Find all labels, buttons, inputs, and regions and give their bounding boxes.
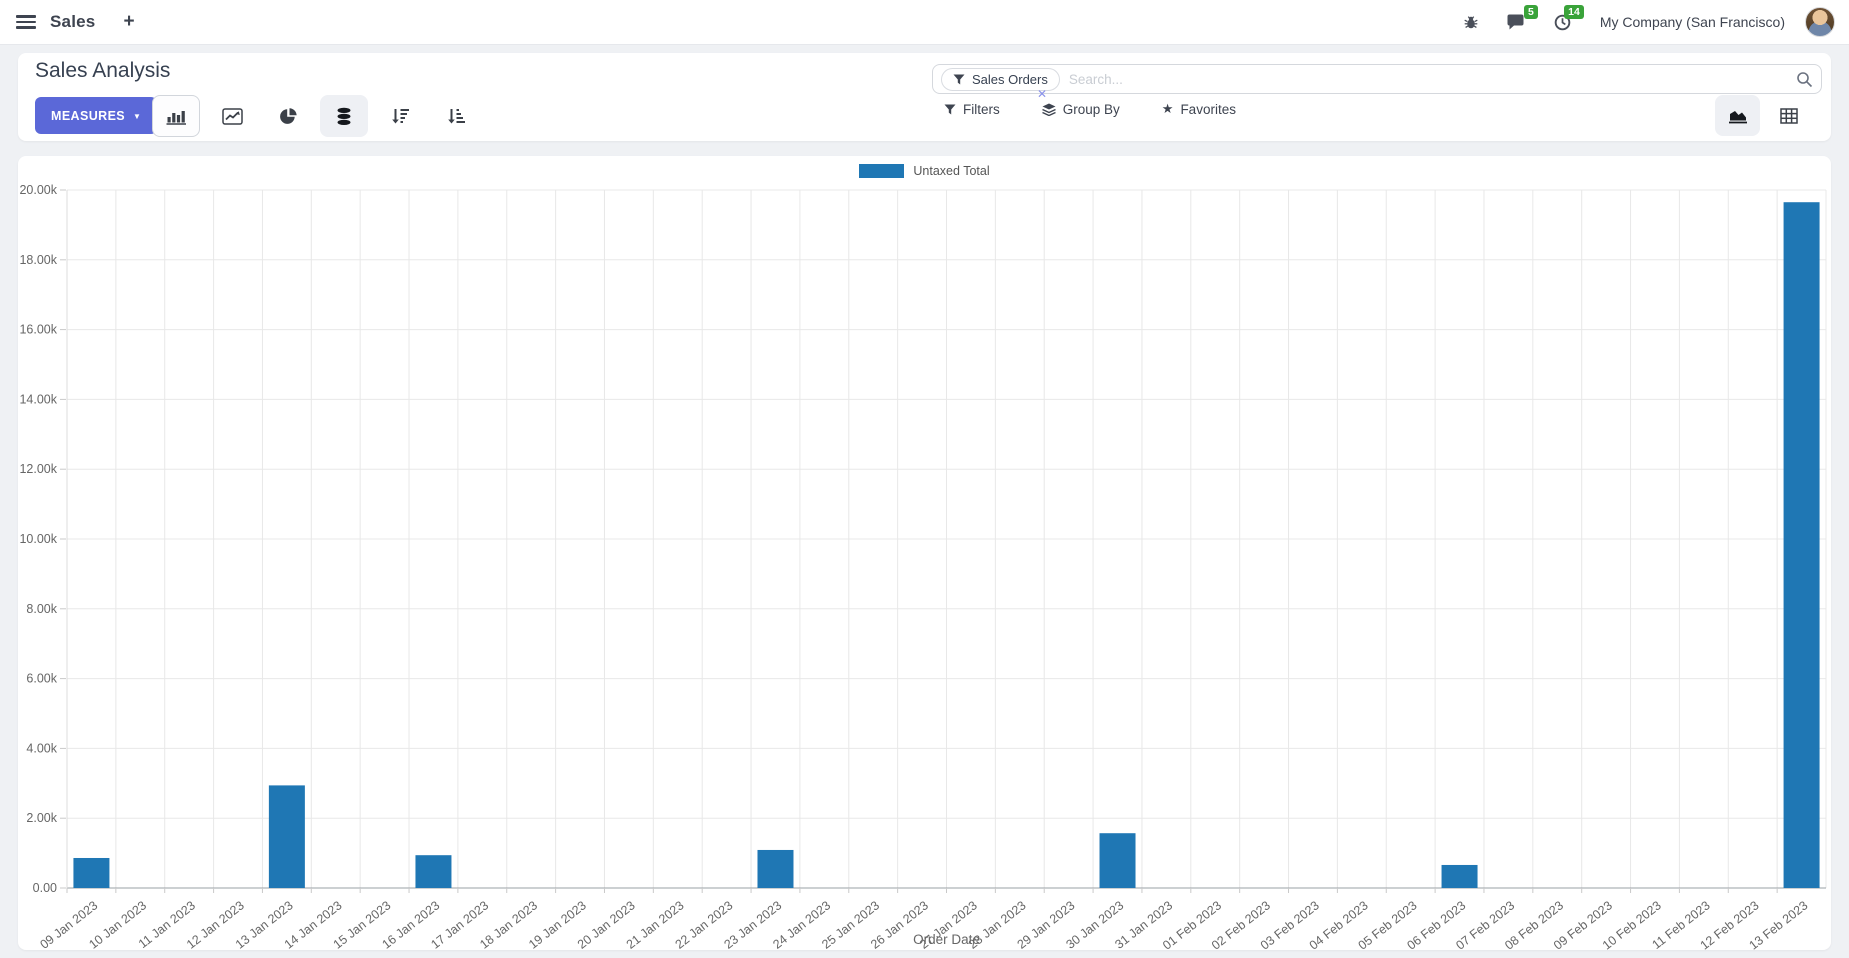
y-tick-label: 20.00k [19,183,57,197]
filter-funnel-icon [944,104,956,114]
y-tick-label: 10.00k [19,532,57,546]
pivot-view-button[interactable] [1766,95,1811,136]
bug-icon [1464,16,1478,29]
y-tick-label: 2.00k [26,811,57,825]
control-panel: Sales Analysis MEASURES ▼ [18,53,1831,141]
bar-13-feb-2023[interactable] [1783,202,1820,889]
measures-label: MEASURES [51,108,126,123]
y-tick-label: 18.00k [19,253,57,267]
line-chart-icon [221,107,243,125]
search-facet-sales-orders[interactable]: Sales Orders [941,67,1060,91]
sort-descending-icon [391,109,409,124]
graph-view: 0.00 2.00k 4.00k 6.00k 8.00k 10.00k 12.00k 14.0… [18,156,1831,950]
y-tick-label: 14.00k [19,392,57,406]
graph-view-button[interactable] [1715,95,1760,136]
sort-descending-button[interactable] [376,95,424,137]
chevron-down-icon: ▼ [133,112,142,121]
y-tick-label: 0.00 [33,881,57,895]
debug-bug-icon[interactable] [1458,9,1484,35]
legend-color-swatch [859,164,905,178]
bar-06-feb-2023[interactable] [1441,864,1478,888]
line-chart-mode-button[interactable] [208,95,256,137]
measures-button[interactable]: MEASURES ▼ [35,97,158,134]
pie-chart-icon [279,107,297,124]
favorites-dropdown-button[interactable]: ★ Favorites [1162,101,1236,117]
top-navbar: Sales + 5 [0,0,1849,45]
activities-systray-button[interactable]: 14 [1550,5,1584,35]
filters-dropdown-button[interactable]: Filters [944,102,1000,117]
activities-count-badge: 14 [1564,5,1584,19]
bar-chart-icon [166,110,186,125]
navbar-left: Sales + [0,11,135,33]
y-tick-label: 6.00k [26,672,57,686]
y-tick-label: 8.00k [26,602,57,616]
sort-ascending-icon [447,109,465,124]
search-submit-button[interactable] [1796,71,1813,88]
y-tick-label: 16.00k [19,323,57,337]
legend-label: Untaxed Total [913,164,990,178]
legend-item-untaxed-total[interactable]: Untaxed Total [18,164,1831,178]
search-input[interactable] [1068,71,1796,87]
filter-funnel-icon [953,74,965,84]
pivot-table-icon [1779,107,1798,124]
star-icon: ★ [1161,101,1174,116]
bar-chart-mode-button[interactable] [152,95,200,137]
pie-chart-mode-button[interactable] [264,95,312,137]
messages-systray-button[interactable]: 5 [1504,5,1538,35]
chart-type-buttons [152,95,480,137]
view-switcher [1715,95,1811,136]
sort-ascending-button[interactable] [432,95,480,137]
stacked-toggle-button[interactable] [320,95,368,137]
y-tick-label: 12.00k [19,462,57,476]
user-avatar[interactable] [1805,7,1835,37]
messages-count-badge: 5 [1523,5,1538,19]
facet-remove-button[interactable]: ✕ [1037,87,1048,101]
database-icon [337,107,351,125]
new-tab-button[interactable]: + [123,11,135,32]
favorites-label: Favorites [1180,101,1236,117]
bar-23-jan-2023[interactable] [757,849,794,888]
apps-menu-icon[interactable] [16,15,36,29]
layers-icon [1041,103,1056,116]
bar-chart: 0.00 2.00k 4.00k 6.00k 8.00k 10.00k 12.00k 14.0… [19,183,1827,950]
clock-icon [1555,14,1571,30]
chat-bubble-icon [1507,14,1524,30]
bar-09-jan-2023[interactable] [73,857,110,888]
filters-label: Filters [963,101,1000,117]
company-switcher[interactable]: My Company (San Francisco) [1599,14,1785,30]
bar-30-jan-2023[interactable] [1099,833,1136,888]
bar-16-jan-2023[interactable] [415,855,452,888]
search-bar[interactable]: Sales Orders ✕ [932,64,1822,100]
page-title: Sales Analysis [35,59,171,82]
app-menu-sales[interactable]: Sales [50,12,96,31]
group-by-label: Group By [1062,101,1120,117]
bar-13-jan-2023[interactable] [268,785,305,888]
group-by-dropdown-button[interactable]: Group By [1041,101,1120,117]
systray: 5 14 My Company (San Francisco) [1458,5,1849,37]
x-axis-title: Order Date [913,932,980,947]
search-icon [1797,71,1813,87]
y-tick-label: 4.00k [26,741,57,755]
facet-label: Sales Orders [972,71,1048,87]
search-dropdowns: Filters Group By ★ Favorites [944,101,1236,117]
area-chart-icon [1728,110,1747,123]
